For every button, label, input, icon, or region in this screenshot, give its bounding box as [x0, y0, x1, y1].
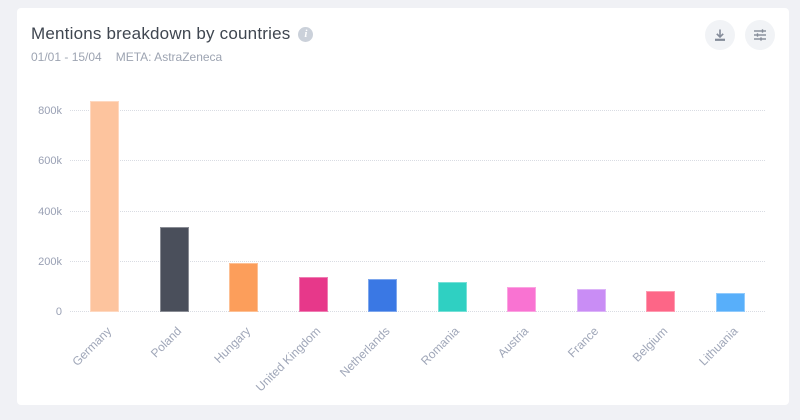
- meta-filter-label: META: AstraZeneca: [115, 50, 223, 64]
- download-icon: [712, 27, 728, 43]
- bar-slot-netherlands: [348, 91, 418, 312]
- bar-poland[interactable]: [159, 226, 189, 312]
- bar-lithuania[interactable]: [715, 292, 745, 312]
- bar-germany[interactable]: [90, 101, 120, 312]
- sliders-icon: [752, 27, 768, 43]
- gridline: [70, 210, 765, 212]
- bar-slot-france: [557, 91, 627, 312]
- x-axis-label: Poland: [147, 324, 185, 361]
- bar-netherlands[interactable]: [368, 279, 398, 312]
- y-tick-label: 0: [55, 306, 62, 318]
- bar-united-kingdom[interactable]: [298, 276, 328, 312]
- bar-chart: 0 200k 400k 600k 800k Germany Poland Hungary Un…: [38, 91, 765, 394]
- chart-bars: [70, 91, 765, 312]
- bar-slot-romania: [418, 91, 488, 312]
- x-axis-label: Hungary: [211, 324, 254, 366]
- gridline: [70, 160, 765, 162]
- chart-xlabels: Germany Poland Hungary United Kingdom Nether…: [69, 312, 765, 395]
- y-tick-label: 400k: [38, 205, 62, 218]
- gridline: [70, 311, 765, 312]
- info-icon[interactable]: i: [298, 26, 314, 42]
- bar-romania[interactable]: [437, 281, 467, 312]
- bar-slot-belgium: [626, 91, 696, 312]
- x-axis-label: Belgium: [630, 324, 671, 365]
- y-tick-label: 200k: [38, 255, 62, 268]
- y-tick-label: 800k: [38, 105, 62, 118]
- gridline: [70, 260, 765, 262]
- mentions-card: Mentions breakdown by countries i 01/01 …: [17, 8, 789, 405]
- page-title: Mentions breakdown by countries: [31, 24, 291, 43]
- bar-belgium[interactable]: [646, 291, 676, 312]
- bar-slot-germany: [70, 91, 140, 312]
- card-header: Mentions breakdown by countries i 01/01 …: [17, 8, 789, 64]
- x-axis-label: Romania: [418, 324, 463, 368]
- bar-hungary[interactable]: [229, 262, 259, 312]
- date-range-label: 01/01 - 15/04: [31, 50, 102, 64]
- x-axis-label: Germany: [69, 324, 115, 369]
- y-tick-label: 600k: [38, 155, 62, 168]
- bar-slot-austria: [487, 91, 557, 312]
- x-axis-label: France: [564, 324, 602, 361]
- bar-austria[interactable]: [507, 286, 537, 312]
- gridline: [70, 110, 765, 112]
- x-axis-label: Netherlands: [336, 324, 393, 380]
- bar-slot-hungary: [209, 91, 279, 312]
- download-button[interactable]: [705, 20, 735, 50]
- x-axis-label: Lithuania: [695, 324, 741, 369]
- x-axis-label: Austria: [495, 324, 532, 361]
- bar-france[interactable]: [576, 289, 606, 312]
- bar-slot-lithuania: [696, 91, 766, 312]
- bar-slot-poland: [140, 91, 210, 312]
- bar-slot-united-kingdom: [279, 91, 349, 312]
- filters-button[interactable]: [745, 20, 775, 50]
- x-axis-label: United Kingdom: [252, 324, 324, 395]
- card-actions: [705, 20, 775, 50]
